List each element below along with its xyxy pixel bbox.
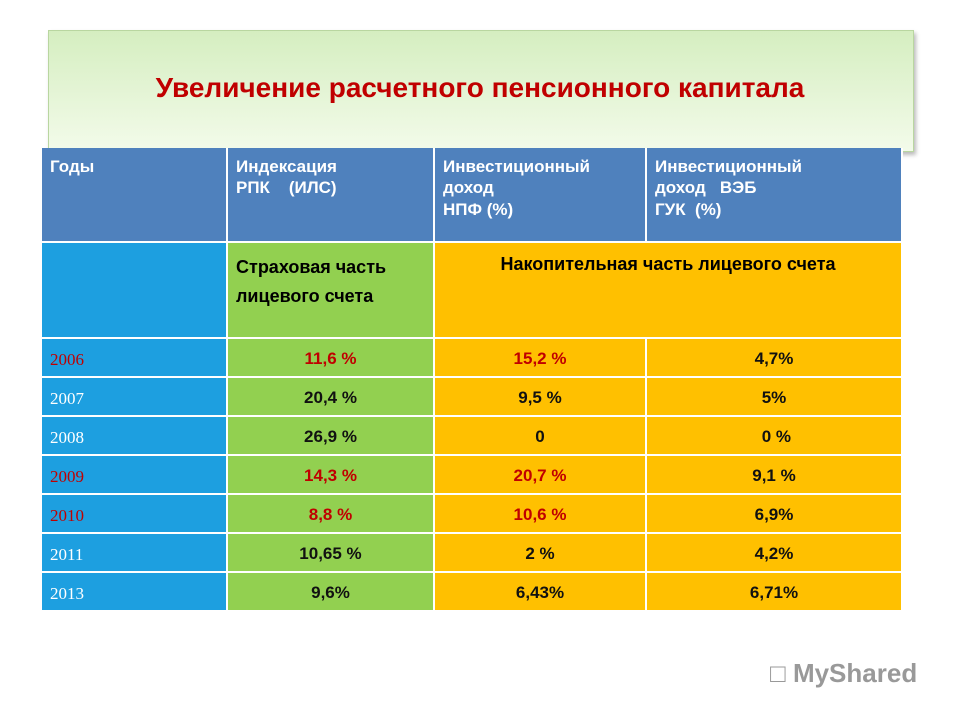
value-cell: 10,65 % bbox=[228, 534, 435, 573]
year-cell: 2009 bbox=[42, 456, 228, 495]
year-cell: 2008 bbox=[42, 417, 228, 456]
value-cell: 4,2% bbox=[647, 534, 903, 573]
subheader-funded: Накопительная часть лицевого счета bbox=[435, 243, 903, 339]
value-cell: 20,4 % bbox=[228, 378, 435, 417]
year-cell: 2007 bbox=[42, 378, 228, 417]
year-cell: 2010 bbox=[42, 495, 228, 534]
value-cell: 14,3 % bbox=[228, 456, 435, 495]
value-cell: 10,6 % bbox=[435, 495, 647, 534]
subheader-empty bbox=[42, 243, 228, 339]
value-cell: 6,9% bbox=[647, 495, 903, 534]
value-cell: 0 % bbox=[647, 417, 903, 456]
watermark-text: MyShared bbox=[792, 658, 918, 688]
value-cell: 20,7 % bbox=[435, 456, 647, 495]
year-cell: 2011 bbox=[42, 534, 228, 573]
value-cell: 0 bbox=[435, 417, 647, 456]
title: Увеличение расчетного пенсионного капита… bbox=[155, 72, 805, 103]
value-cell: 4,7% bbox=[647, 339, 903, 378]
title-box bbox=[48, 30, 914, 152]
value-cell: 6,43% bbox=[435, 573, 647, 612]
value-cell: 9,1 % bbox=[647, 456, 903, 495]
value-cell: 2 % bbox=[435, 534, 647, 573]
watermark: □ MyShared bbox=[770, 658, 918, 688]
value-cell: 15,2 % bbox=[435, 339, 647, 378]
value-cell: 9,6% bbox=[228, 573, 435, 612]
subheader-insurance: Страховая часть лицевого счета bbox=[228, 243, 435, 339]
year-cell: 2013 bbox=[42, 573, 228, 612]
value-cell: 26,9 % bbox=[228, 417, 435, 456]
value-cell: 11,6 % bbox=[228, 339, 435, 378]
value-cell: 5% bbox=[647, 378, 903, 417]
header-cell: Индексация РПК (ИЛС) bbox=[228, 148, 435, 243]
value-cell: 9,5 % bbox=[435, 378, 647, 417]
value-cell: 6,71% bbox=[647, 573, 903, 612]
value-cell: 8,8 % bbox=[228, 495, 435, 534]
header-cell: Инвестиционный доход НПФ (%) bbox=[435, 148, 647, 243]
header-cell: Инвестиционный доход ВЭБ ГУК (%) bbox=[647, 148, 903, 243]
header-cell: Годы bbox=[42, 148, 228, 243]
year-cell: 2006 bbox=[42, 339, 228, 378]
